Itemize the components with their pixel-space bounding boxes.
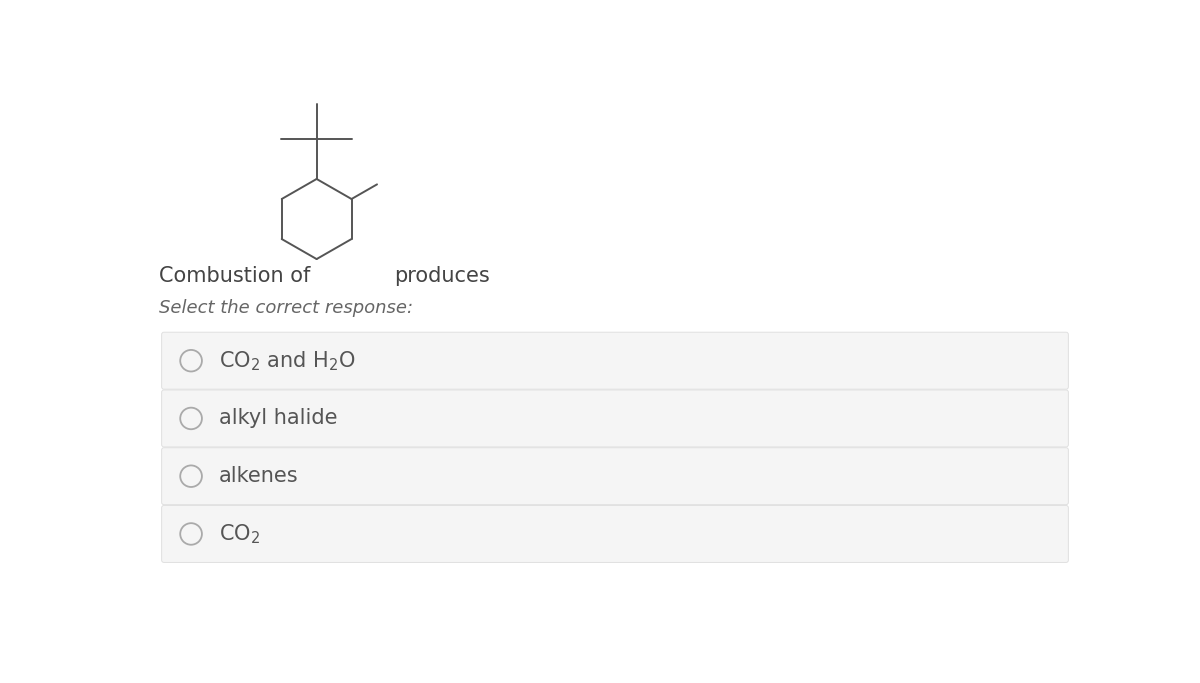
Text: Combustion of: Combustion of [160, 266, 311, 286]
Text: alkenes: alkenes [218, 466, 299, 486]
FancyBboxPatch shape [162, 505, 1068, 562]
FancyBboxPatch shape [162, 448, 1068, 505]
Text: produces: produces [394, 266, 490, 286]
Text: Select the correct response:: Select the correct response: [160, 299, 414, 318]
Text: CO$_2$ and H$_2$O: CO$_2$ and H$_2$O [218, 349, 355, 372]
Text: CO$_2$: CO$_2$ [218, 522, 260, 546]
FancyBboxPatch shape [162, 332, 1068, 389]
FancyBboxPatch shape [162, 390, 1068, 447]
Text: alkyl halide: alkyl halide [218, 408, 337, 428]
